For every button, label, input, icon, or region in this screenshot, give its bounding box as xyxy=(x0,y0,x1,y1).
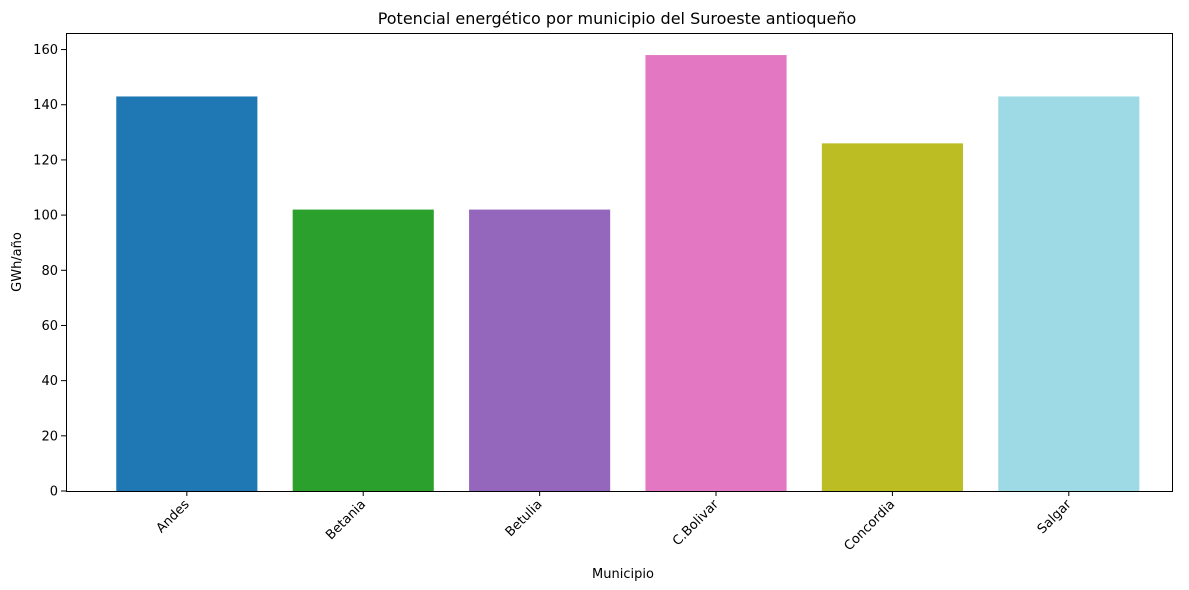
y-tick-label: 60 xyxy=(41,319,58,334)
bar-concordia xyxy=(821,143,963,492)
bars-group xyxy=(116,55,1140,492)
x-axis-title: Municipio xyxy=(592,567,654,582)
x-tick-label: Betulia xyxy=(503,497,546,540)
bar-betulia xyxy=(469,209,611,491)
x-axis: Andes Betania Betulia C.Bolivar Concordia Sal… xyxy=(154,491,1075,554)
y-tick-label: 0 xyxy=(50,485,58,500)
y-tick-label: 120 xyxy=(33,153,58,168)
bar-salgar xyxy=(998,96,1140,492)
y-tick-label: 20 xyxy=(41,429,58,444)
x-tick-label: Andes xyxy=(154,497,193,536)
x-tick-label: Concordia xyxy=(841,497,898,554)
y-tick-label: 100 xyxy=(33,209,58,224)
x-tick-label: Betania xyxy=(323,497,369,543)
chart-title: Potencial energético por municipio del S… xyxy=(378,9,857,28)
y-tick-label: 160 xyxy=(33,43,58,58)
bar-c-bolivar xyxy=(645,55,787,491)
bar-andes xyxy=(116,96,258,492)
plot-frame xyxy=(66,33,1173,492)
x-tick-label: Salgar xyxy=(1035,497,1075,537)
y-tick-label: 80 xyxy=(41,264,58,279)
y-tick-label: 140 xyxy=(33,98,58,113)
bar-betania xyxy=(292,209,434,491)
y-tick-label: 40 xyxy=(41,374,58,389)
x-tick-label: C.Bolivar xyxy=(670,497,722,549)
y-axis: 0 20 40 60 80 100 120 140 160 xyxy=(33,43,66,500)
y-axis-title: GWh/año xyxy=(10,232,25,292)
